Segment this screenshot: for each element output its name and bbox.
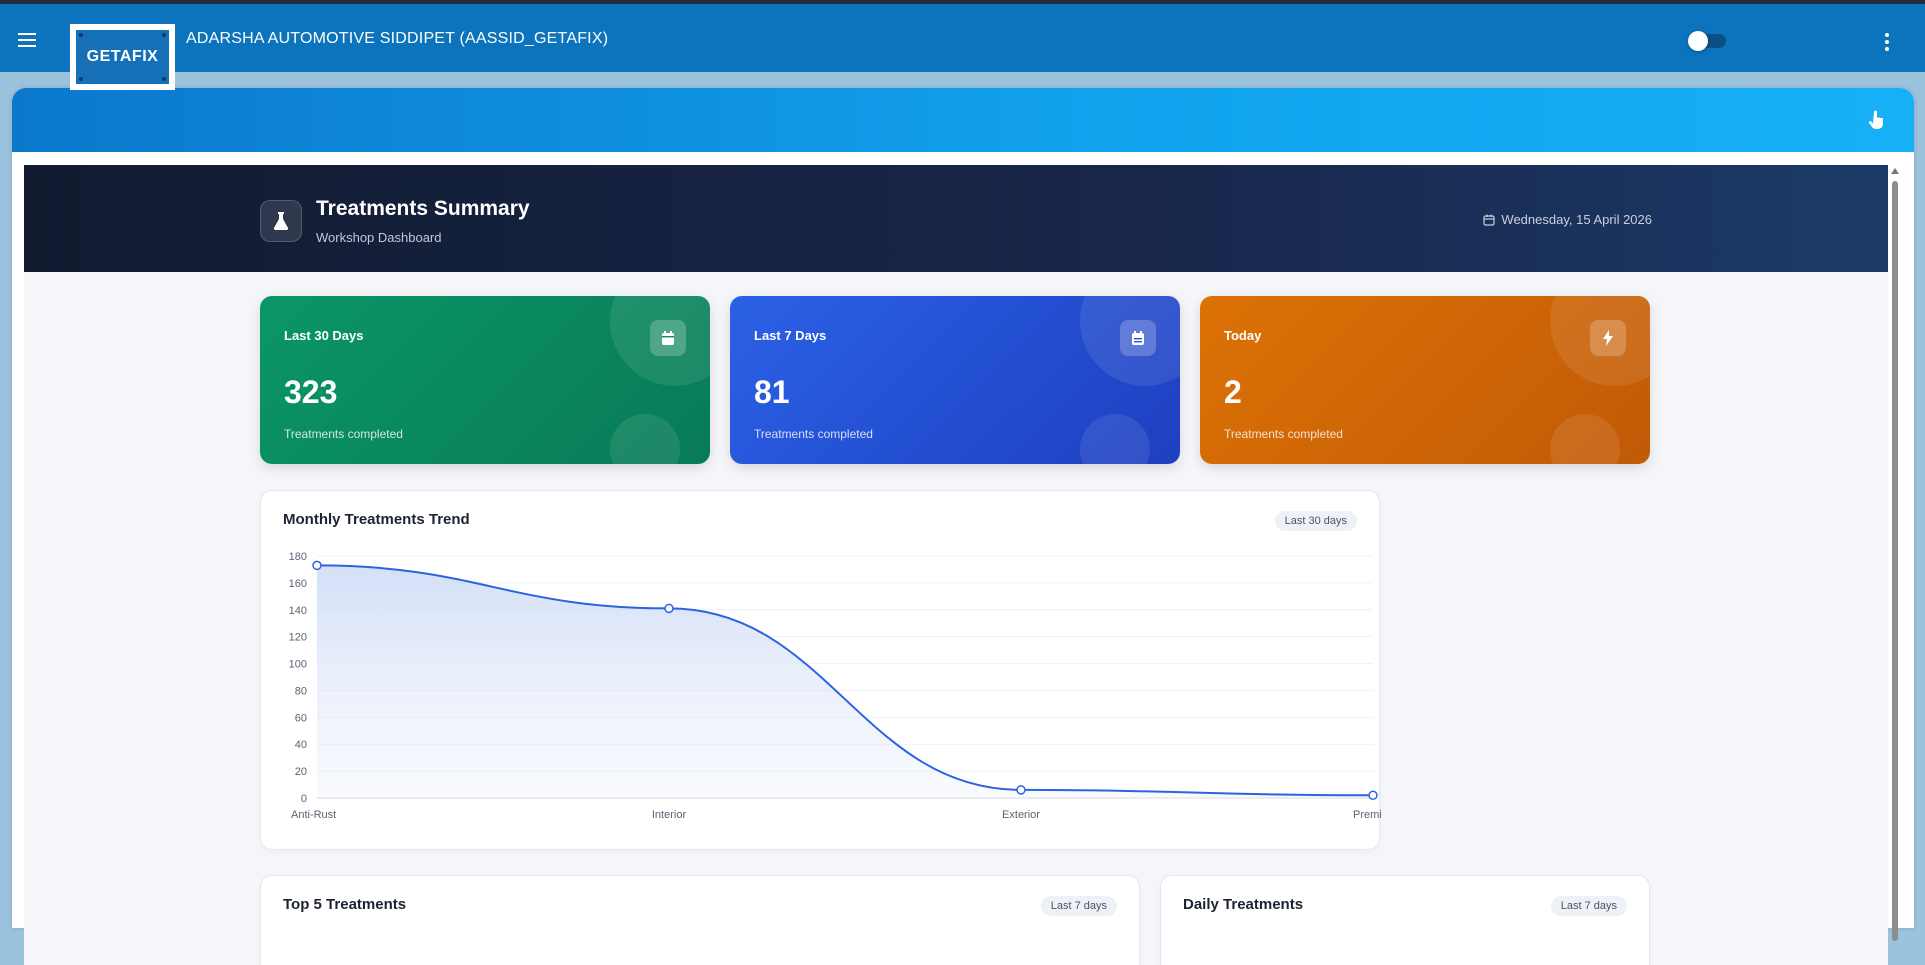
data-point-premium[interactable]	[1368, 790, 1378, 801]
data-point-anti-rust[interactable]	[312, 560, 322, 571]
stat-label: Today	[1224, 328, 1262, 343]
stat-subtext: Treatments completed	[284, 427, 403, 441]
bolt-icon	[1590, 320, 1626, 356]
calendar-icon	[1120, 320, 1156, 356]
y-tick-label: 120	[289, 632, 307, 644]
top-5-treatments-card: Top 5 Treatments Last 7 days	[260, 875, 1140, 965]
x-tick-label: Premium	[1353, 809, 1381, 821]
stat-value: 81	[754, 374, 790, 410]
stat-label: Last 30 Days	[284, 328, 364, 343]
calendar-icon	[650, 320, 686, 356]
calendar-icon	[1483, 214, 1496, 226]
theme-toggle[interactable]	[1688, 31, 1726, 51]
data-point-interior[interactable]	[664, 603, 674, 614]
data-point-exterior[interactable]	[1016, 785, 1026, 795]
current-date: Wednesday, 15 April 2026	[1483, 212, 1652, 227]
y-tick-label: 40	[295, 739, 307, 751]
stat-value: 323	[284, 374, 338, 410]
card-title: Monthly Treatments Trend	[283, 511, 470, 528]
stat-value: 2	[1224, 374, 1242, 410]
range-badge: Last 30 days	[1274, 511, 1357, 531]
x-tick-label: Anti-Rust	[291, 809, 336, 821]
page-title: Treatments Summary	[316, 197, 530, 220]
scrollbar-thumb[interactable]	[1892, 181, 1898, 941]
toggle-knob	[1688, 31, 1708, 51]
app-header: GETAFIX ADARSHA AUTOMOTIVE SIDDIPET (AAS…	[0, 0, 1925, 90]
stat-card-today: Today 2 Treatments completed	[1200, 296, 1650, 464]
logo-image: GETAFIX	[76, 30, 169, 84]
card-title: Top 5 Treatments	[283, 896, 407, 913]
logo: GETAFIX	[70, 24, 175, 90]
scrollbar[interactable]	[1889, 165, 1901, 945]
y-tick-label: 100	[289, 659, 307, 671]
hand-pointer-icon[interactable]	[1868, 110, 1886, 130]
flask-icon	[260, 200, 302, 242]
stat-card-last-30-days: Last 30 Days 323 Treatments completed	[260, 296, 710, 464]
hamburger-icon[interactable]	[18, 28, 46, 52]
trend-line-chart: 0 20 40 60 80 100 120 140 160 180 Anti-Rust Interio…	[289, 551, 1381, 821]
y-tick-label: 80	[295, 685, 307, 697]
range-badge: Last 7 days	[1040, 896, 1117, 916]
trend-line	[316, 564, 1374, 797]
stat-label: Last 7 Days	[754, 328, 827, 343]
daily-treatments-card: Daily Treatments Last 7 days	[1160, 875, 1650, 965]
y-tick-label: 140	[289, 605, 307, 617]
trend-area	[317, 565, 1373, 798]
card-title: Daily Treatments	[1183, 896, 1304, 913]
monthly-trend-card: Monthly Treatments Trend Last 30 days 0 2…	[260, 490, 1381, 850]
stat-subtext: Treatments completed	[1224, 427, 1343, 441]
y-tick-label: 20	[295, 766, 307, 778]
hero-banner: Treatments Summary Workshop Dashboard We…	[24, 165, 1888, 272]
date-text: Wednesday, 15 April 2026	[1501, 212, 1652, 227]
panel-header	[12, 88, 1914, 152]
y-tick-label: 180	[289, 551, 307, 563]
logo-text: GETAFIX	[86, 48, 159, 65]
x-tick-label: Exterior	[1002, 809, 1040, 821]
kebab-icon[interactable]	[1882, 33, 1892, 53]
y-tick-label: 60	[295, 712, 307, 724]
page-subtitle: Workshop Dashboard	[316, 230, 442, 245]
dashboard-content: Treatments Summary Workshop Dashboard We…	[24, 165, 1888, 965]
y-tick-label: 160	[289, 578, 307, 590]
stat-card-last-7-days: Last 7 Days 81 Treatments completed	[730, 296, 1180, 464]
scroll-up-icon[interactable]	[1891, 168, 1899, 174]
range-badge: Last 7 days	[1550, 896, 1627, 916]
app-title: ADARSHA AUTOMOTIVE SIDDIPET (AASSID_GETA…	[186, 30, 609, 47]
y-tick-label: 0	[301, 793, 307, 805]
x-tick-label: Interior	[652, 809, 687, 821]
stat-subtext: Treatments completed	[754, 427, 873, 441]
